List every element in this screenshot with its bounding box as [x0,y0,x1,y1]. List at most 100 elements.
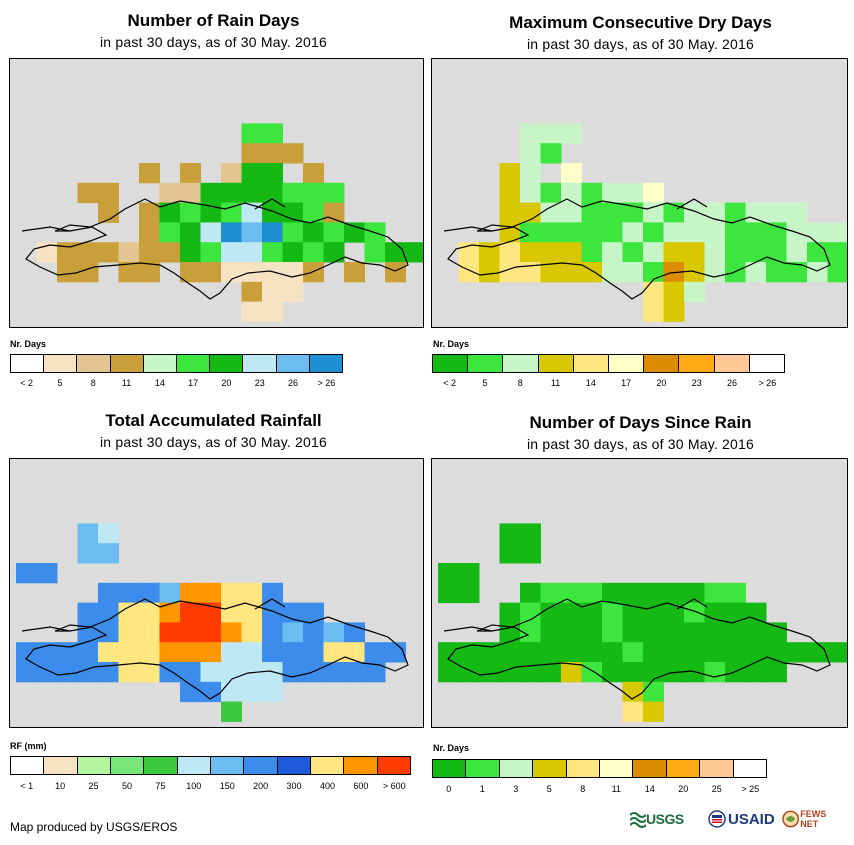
legend-label: 20 [656,378,667,388]
legend-swatch [44,355,78,372]
legend-label: 14 [644,784,655,794]
map-cell [622,182,644,204]
map-cell [766,622,787,643]
map-cell [221,701,242,722]
legend-swatch [433,760,467,777]
map-cell [725,202,746,223]
map-cell [684,281,705,303]
map-cell [684,202,705,223]
map-cell [262,681,283,703]
map-grid [438,523,847,722]
map-cell [766,242,787,263]
legend-label: 14 [585,378,596,388]
map-cell [77,602,99,623]
map-cell [159,642,181,663]
panel-title: Number of Days Since Rain [529,413,752,432]
map-cell [499,242,521,263]
legend-swatch [468,355,504,372]
map-cell [458,662,480,683]
map-rainfall [9,458,424,728]
map-cell [323,622,345,643]
map-cell [262,143,283,164]
map-cell [540,143,562,164]
map-cell [622,222,644,243]
map-cell [704,262,726,283]
map-cell [139,642,160,663]
map-cell [602,222,623,243]
map-cell [786,262,808,283]
map-cell [561,182,582,204]
legend-title: Nr. Days [433,339,470,349]
map-cell [118,662,140,683]
map-cell [643,622,664,643]
map-cell [303,622,324,643]
map-cell [139,163,160,184]
map-cell [643,222,664,243]
legend-label: < 2 [20,378,34,388]
fews-net-logo: FEWS NET [782,806,845,832]
map-cell [241,182,263,204]
map-cell [520,523,541,544]
legend-label: 200 [253,781,269,791]
map-cell [643,301,664,322]
legend-label: > 600 [382,781,406,791]
map-cell [77,662,99,683]
map-cell [663,281,685,303]
legend-swatch [499,760,534,777]
map-cell [766,262,787,283]
legend-labels: < 2 5 8 11 14 17 20 23 26 > 26 [432,378,785,390]
map-cell [180,662,201,683]
map-cell [479,242,500,263]
map-cell [540,202,562,223]
coastline-outline [21,598,409,700]
map-cell [98,182,119,204]
panel-title: Maximum Consecutive Dry Days [509,13,772,32]
map-cell [180,242,201,263]
map-cell [704,242,726,263]
map-cell [200,242,222,263]
map-cell [200,681,222,703]
map-cell [98,662,119,683]
map-cell [745,602,767,623]
map-cell [602,182,623,204]
map-cell [561,123,582,144]
map-cell [438,642,459,663]
map-cell [303,662,324,683]
map-cell [745,622,767,643]
map-cell [282,242,304,263]
map-cell [643,582,664,604]
map-cell [364,242,386,263]
map-cell [159,582,181,604]
map-cell [622,582,644,604]
map-cell [241,123,263,144]
legend-label: 11 [121,378,132,388]
map-cell [323,182,345,204]
map-cell [241,301,263,322]
map-cell [57,262,78,283]
map-cell [159,622,181,643]
legend-label: 3 [513,784,519,794]
legend-swatch [573,355,610,372]
legend-label: 8 [517,378,523,388]
map-cell [364,662,386,683]
map-rain-days [9,58,424,328]
map-cell [581,622,603,643]
map-cell [540,662,562,683]
map-cell [602,602,623,623]
map-cell [221,222,242,243]
legend-label: 17 [621,378,632,388]
legend-swatch [714,355,750,372]
legend-label: 20 [678,784,689,794]
map-cell [581,182,603,204]
map-cell [540,582,562,604]
legend-label: 400 [319,781,335,791]
map-cell [827,642,847,663]
map-cell [98,543,119,564]
legend-swatch [143,355,178,372]
map-cell [807,222,828,243]
legend-swatch [110,355,144,372]
map-cell [200,642,222,663]
map-cell [622,642,644,663]
map-cell [745,222,767,243]
map-cell [540,602,562,623]
